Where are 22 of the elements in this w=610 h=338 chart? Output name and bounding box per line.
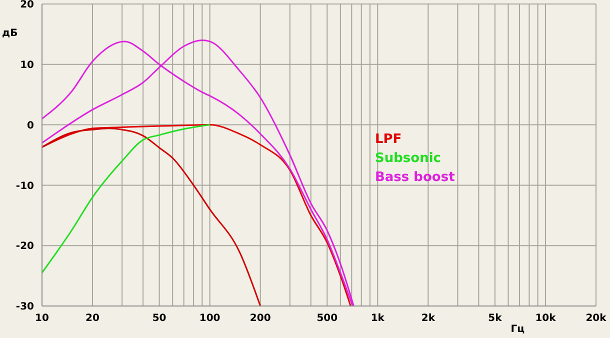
x-tick-label: 2k: [421, 313, 436, 324]
x-tick-label: 20k: [586, 313, 607, 324]
x-tick-label: 20: [86, 313, 100, 324]
text: Subsonic: [375, 150, 442, 168]
x-axis-title: Гц: [510, 324, 524, 335]
y-tick-label: -30: [16, 302, 34, 313]
x-tick-label: 50: [152, 313, 166, 324]
y-tick-label: 10: [20, 60, 34, 71]
x-tick-label: 5k: [488, 313, 502, 324]
x-tick-label: 100: [199, 313, 220, 324]
x-tick-label: 1k: [370, 313, 385, 324]
y-tick-label: -10: [16, 180, 34, 192]
y-tick-label: 20: [20, 0, 34, 11]
y-tick-label: -20: [16, 241, 34, 252]
x-tick-label: 10k: [535, 313, 556, 324]
y-tick-label: 0: [27, 120, 34, 132]
y-axis-title: дБ: [2, 28, 18, 39]
text: LPF: [375, 131, 403, 149]
x-tick-label: 500: [316, 313, 338, 324]
text: Bass boost: [375, 169, 455, 187]
x-tick-label: 200: [250, 313, 271, 324]
x-tick-label: 10: [35, 313, 49, 324]
